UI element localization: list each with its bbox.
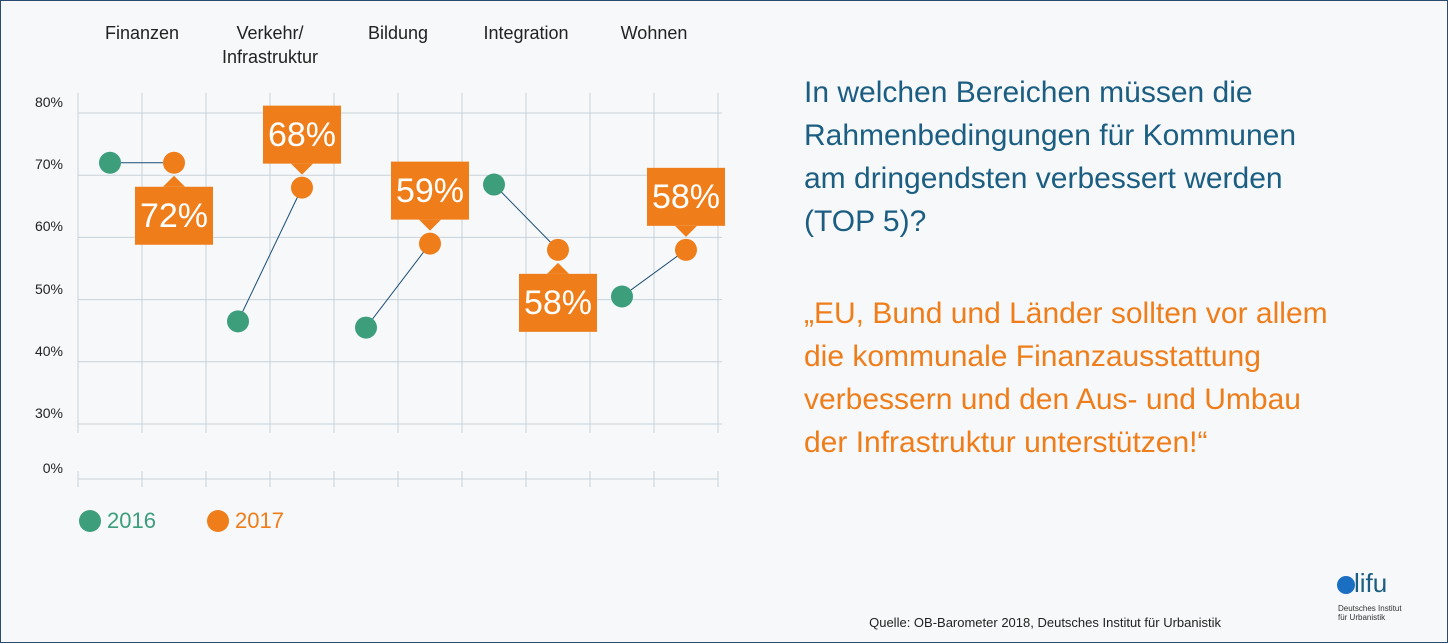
quote-line: der Infrastruktur unterstützen!“ xyxy=(804,426,1208,459)
y-tick-label: 0% xyxy=(42,460,63,476)
quote-line: verbessern und den Aus- und Umbau xyxy=(804,383,1301,416)
category-label: Integration xyxy=(483,23,569,43)
logo-name: lifu xyxy=(1354,568,1388,598)
point xyxy=(483,173,505,196)
category-label: Bildung xyxy=(367,23,429,43)
connector xyxy=(493,184,559,251)
legend-swatch xyxy=(79,510,101,532)
title-line: (TOP 5)? xyxy=(804,205,927,238)
quote-line: „EU, Bund und Länder sollten vor allem xyxy=(804,297,1328,330)
value-label: 59% xyxy=(395,171,465,210)
connector xyxy=(621,249,687,297)
legend-label: 2017 xyxy=(235,508,284,533)
label-box xyxy=(519,273,597,332)
value-label: 58% xyxy=(651,177,721,216)
y-tick-label: 30% xyxy=(34,405,63,421)
label-pointer xyxy=(419,219,441,231)
y-tick-label: 50% xyxy=(34,280,63,297)
value-label: 68% xyxy=(267,115,337,154)
logo-subtitle: für Urbanistik xyxy=(1338,613,1386,622)
label-pointer xyxy=(675,225,697,237)
logo-subtitle: Deutsches Institut xyxy=(1338,604,1402,613)
label-box xyxy=(647,167,725,226)
label-pointer xyxy=(291,163,313,175)
point xyxy=(99,151,121,174)
point xyxy=(227,310,249,333)
label-box xyxy=(391,161,469,220)
category-label: Finanzen xyxy=(104,23,180,43)
label-box xyxy=(135,186,213,245)
connector xyxy=(237,187,303,322)
logo-dot xyxy=(1337,576,1355,594)
legend-swatch xyxy=(207,510,229,532)
title-line: Rahmenbedingungen für Kommunen xyxy=(804,119,1296,152)
point xyxy=(163,151,185,174)
point xyxy=(419,232,441,255)
label-pointer xyxy=(547,262,569,274)
title-line: In welchen Bereichen müssen die xyxy=(804,76,1253,109)
category-label: Wohnen xyxy=(620,23,688,43)
label-box xyxy=(263,105,341,164)
y-tick-label: 70% xyxy=(34,156,63,173)
y-tick-label: 40% xyxy=(34,342,63,359)
point xyxy=(611,285,633,308)
label-pointer xyxy=(163,175,185,187)
title-line: am dringendsten verbessert werden xyxy=(804,162,1283,195)
value-label: 58% xyxy=(523,283,593,322)
y-tick-label: 80% xyxy=(34,94,63,110)
quote-line: die kommunale Finanzausstattung xyxy=(804,340,1261,373)
point xyxy=(291,176,313,199)
category-label: Verkehr/ Infrastruktur xyxy=(221,23,319,67)
connector xyxy=(365,243,431,328)
point xyxy=(355,316,377,339)
y-tick-label: 60% xyxy=(34,218,63,235)
legend-label: 2016 xyxy=(107,508,156,533)
source: Quelle: OB-Barometer 2018, Deutsches Ins… xyxy=(869,615,1221,630)
value-label: 72% xyxy=(139,196,209,235)
point xyxy=(675,238,697,261)
point xyxy=(547,238,569,261)
